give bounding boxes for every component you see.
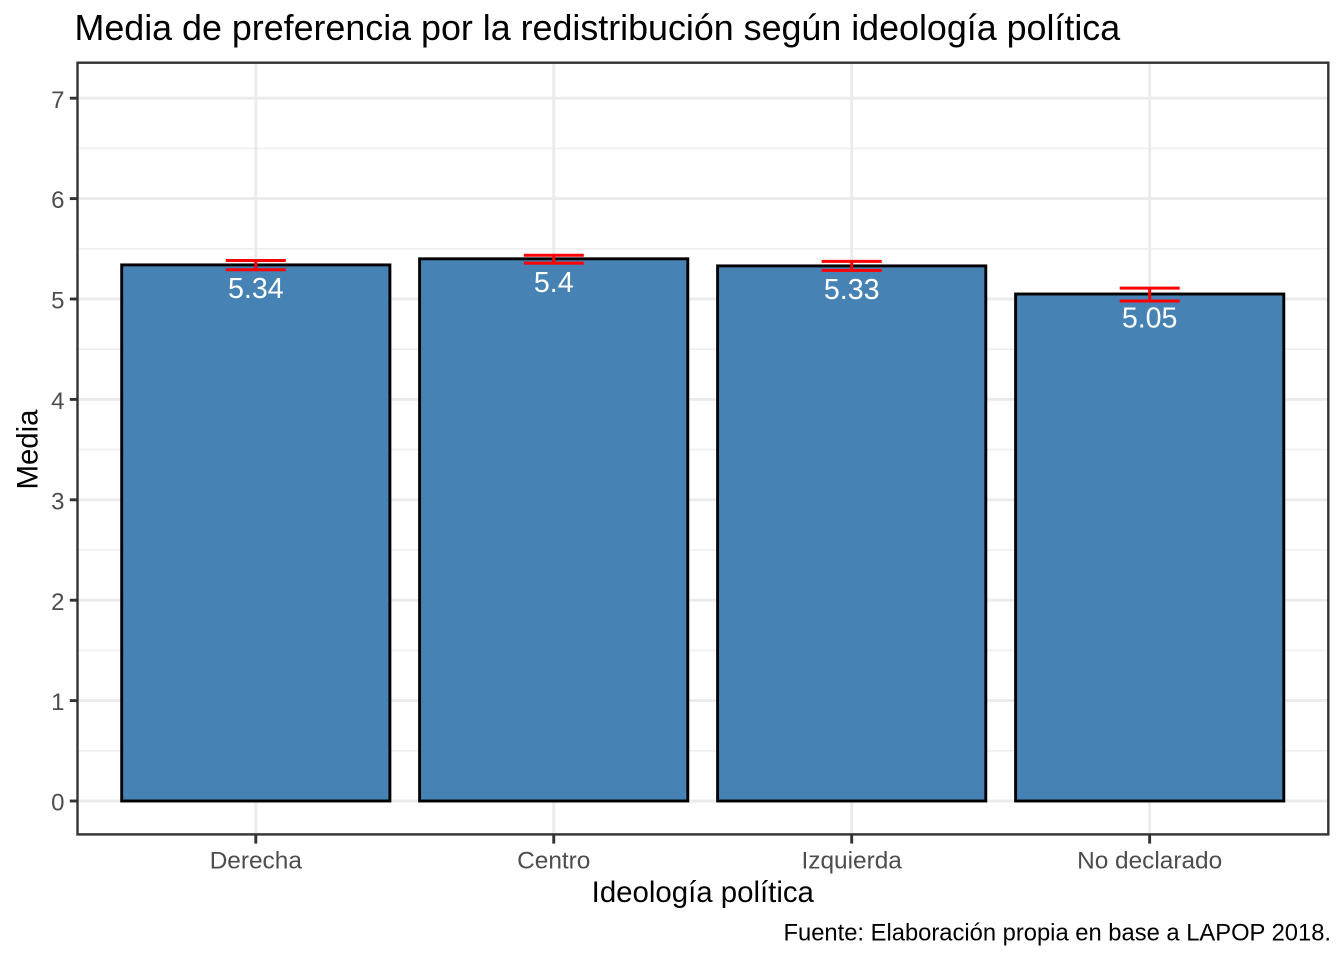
svg-text:Media de preferencia por la re: Media de preferencia por la redistribuci…: [75, 8, 1121, 48]
svg-text:Fuente: Elaboración propia en: Fuente: Elaboración propia en base a LAP…: [783, 919, 1331, 946]
svg-text:3: 3: [51, 488, 64, 515]
svg-text:6: 6: [51, 187, 64, 214]
svg-text:5.34: 5.34: [228, 273, 284, 305]
svg-text:Derecha: Derecha: [210, 848, 303, 875]
svg-text:5: 5: [51, 288, 64, 315]
svg-text:5.33: 5.33: [824, 274, 880, 306]
svg-text:5.4: 5.4: [534, 267, 574, 299]
svg-text:Media: Media: [12, 409, 45, 490]
svg-text:7: 7: [51, 87, 64, 114]
svg-text:Centro: Centro: [517, 848, 590, 875]
svg-text:2: 2: [51, 589, 64, 616]
svg-text:5.05: 5.05: [1122, 303, 1178, 335]
svg-text:4: 4: [51, 388, 64, 415]
svg-text:1: 1: [51, 689, 64, 716]
svg-text:Ideología política: Ideología política: [592, 876, 815, 909]
svg-text:No declarado: No declarado: [1077, 848, 1222, 875]
svg-text:0: 0: [51, 790, 64, 817]
svg-text:Izquierda: Izquierda: [802, 848, 903, 875]
